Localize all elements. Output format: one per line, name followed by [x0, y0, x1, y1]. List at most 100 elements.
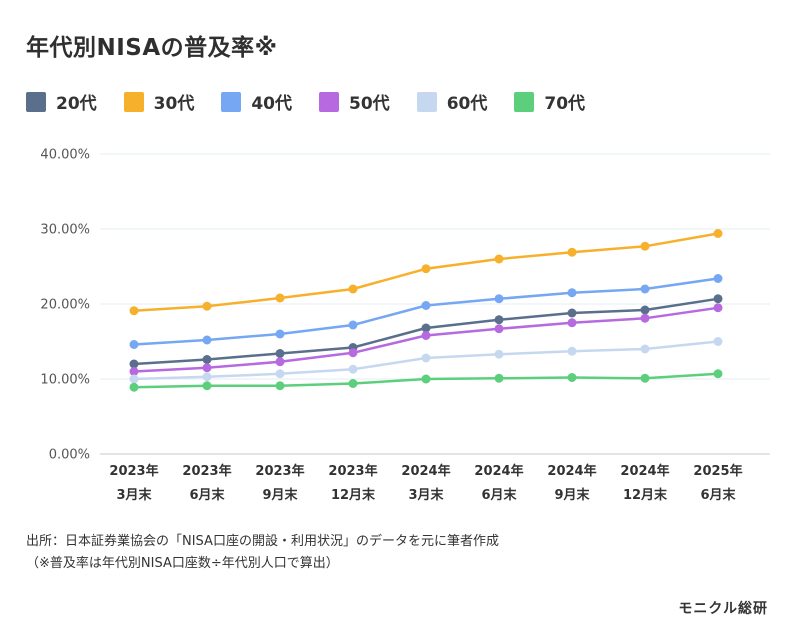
data-point — [567, 308, 577, 318]
data-point — [713, 337, 723, 346]
legend-swatch — [514, 91, 535, 112]
data-point — [348, 284, 358, 294]
data-point — [421, 374, 431, 384]
data-point — [202, 372, 212, 382]
data-point — [202, 381, 212, 391]
legend-item-40s: 40代 — [221, 89, 292, 114]
data-point — [640, 241, 650, 251]
data-point — [202, 301, 212, 311]
data-point — [129, 367, 139, 376]
legend-label: 60代 — [446, 94, 488, 114]
data-point — [202, 355, 212, 364]
legend-label: 40代 — [251, 94, 293, 114]
data-point — [640, 313, 650, 323]
data-point — [348, 364, 358, 374]
source-line: 出所：日本証券業協会の「NISA口座の開設・利用状況」のデータを元に筆者作成 — [26, 534, 499, 549]
data-point — [494, 315, 504, 325]
x-tick-label-month: 3月末 — [116, 487, 152, 503]
x-tick-label-year: 2025年 — [693, 463, 742, 479]
data-point — [640, 344, 650, 354]
data-point — [640, 305, 650, 315]
legend-swatch — [416, 91, 437, 112]
x-tick-label-year: 2023年 — [182, 463, 231, 479]
legend-label: 30代 — [153, 94, 195, 114]
x-tick-label-month: 12月末 — [331, 487, 376, 503]
data-point — [713, 369, 723, 379]
data-point — [129, 382, 139, 392]
y-tick-label: 0.00% — [49, 448, 90, 463]
legend-label: 20代 — [56, 94, 97, 114]
data-point — [567, 346, 577, 356]
data-point — [494, 349, 504, 359]
data-point — [567, 373, 577, 382]
legend-label: 50代 — [349, 94, 390, 114]
x-tick-label-year: 2023年 — [109, 463, 158, 479]
data-point — [567, 247, 577, 257]
x-tick-label-year: 2023年 — [255, 463, 304, 479]
x-tick-label-month: 9月末 — [554, 487, 590, 503]
data-point — [129, 306, 139, 316]
data-point — [494, 324, 504, 334]
data-point — [640, 373, 650, 383]
data-point — [202, 335, 212, 345]
data-point — [275, 349, 285, 358]
data-point — [494, 373, 504, 383]
legend-swatch — [123, 91, 144, 112]
data-point — [567, 288, 577, 298]
chart-title: 年代別NISAの普及率※ — [26, 35, 278, 61]
x-tick-label-month: 9月末 — [262, 487, 298, 503]
legend-label: 70代 — [544, 94, 586, 114]
source-footnote: （※普及率は年代別NISA口座数÷年代別人口で算出） — [26, 556, 339, 571]
data-point — [129, 340, 139, 349]
data-point — [567, 318, 577, 328]
data-point — [713, 303, 723, 313]
x-tick-label-year: 2024年 — [474, 463, 523, 479]
data-point — [202, 363, 212, 373]
data-point — [129, 374, 139, 384]
y-tick-label: 10.00% — [40, 373, 90, 388]
data-point — [421, 264, 431, 274]
x-tick-label-year: 2024年 — [401, 463, 450, 479]
x-tick-label-month: 6月末 — [700, 487, 736, 503]
legend-swatch — [319, 91, 340, 112]
source-note: 出所：日本証券業協会の「NISA口座の開設・利用状況」のデータを元に筆者作成 （… — [26, 531, 499, 575]
x-tick-label-month: 12月末 — [623, 487, 668, 503]
legend-item-50s: 50代 — [319, 89, 390, 114]
data-point — [348, 379, 358, 388]
data-point — [713, 294, 723, 304]
data-point — [275, 329, 285, 339]
data-point — [421, 331, 431, 340]
legend-swatch — [26, 91, 46, 112]
data-point — [494, 294, 504, 304]
data-point — [421, 323, 431, 333]
data-point — [348, 320, 358, 330]
data-point — [421, 301, 431, 310]
x-tick-label-year: 2024年 — [547, 463, 596, 479]
x-tick-label-year: 2024年 — [620, 463, 669, 479]
x-tick-label-month: 6月末 — [189, 487, 225, 503]
data-point — [494, 254, 504, 264]
data-point — [713, 274, 723, 283]
y-tick-label: 30.00% — [40, 223, 90, 238]
y-tick-label: 20.00% — [40, 298, 90, 313]
legend-swatch — [221, 91, 242, 112]
legend-item-70s: 70代 — [514, 89, 585, 114]
data-point — [421, 353, 431, 363]
brand-logo: モニクル総研 — [678, 601, 768, 617]
x-tick-label-month: 3月末 — [408, 487, 444, 503]
legend-item-30s: 30代 — [123, 89, 195, 114]
data-point — [275, 293, 285, 303]
data-point — [129, 359, 139, 369]
data-point — [275, 381, 285, 391]
legend-item-60s: 60代 — [416, 89, 488, 114]
line-chart: 0.00% 10.00% 20.00% 30.00% 40.00% 2023年 3月末 202… — [40, 148, 770, 503]
data-point — [275, 369, 285, 379]
legend-item-20s: 20代 — [26, 89, 97, 114]
data-point — [713, 229, 723, 238]
legend: 20代 30代 40代 50代 60代 70代 — [26, 89, 612, 114]
x-tick-label-month: 6月末 — [481, 487, 517, 503]
data-point — [640, 284, 650, 294]
data-point — [275, 357, 285, 367]
x-tick-label-year: 2023年 — [328, 463, 377, 479]
data-point — [348, 348, 358, 358]
